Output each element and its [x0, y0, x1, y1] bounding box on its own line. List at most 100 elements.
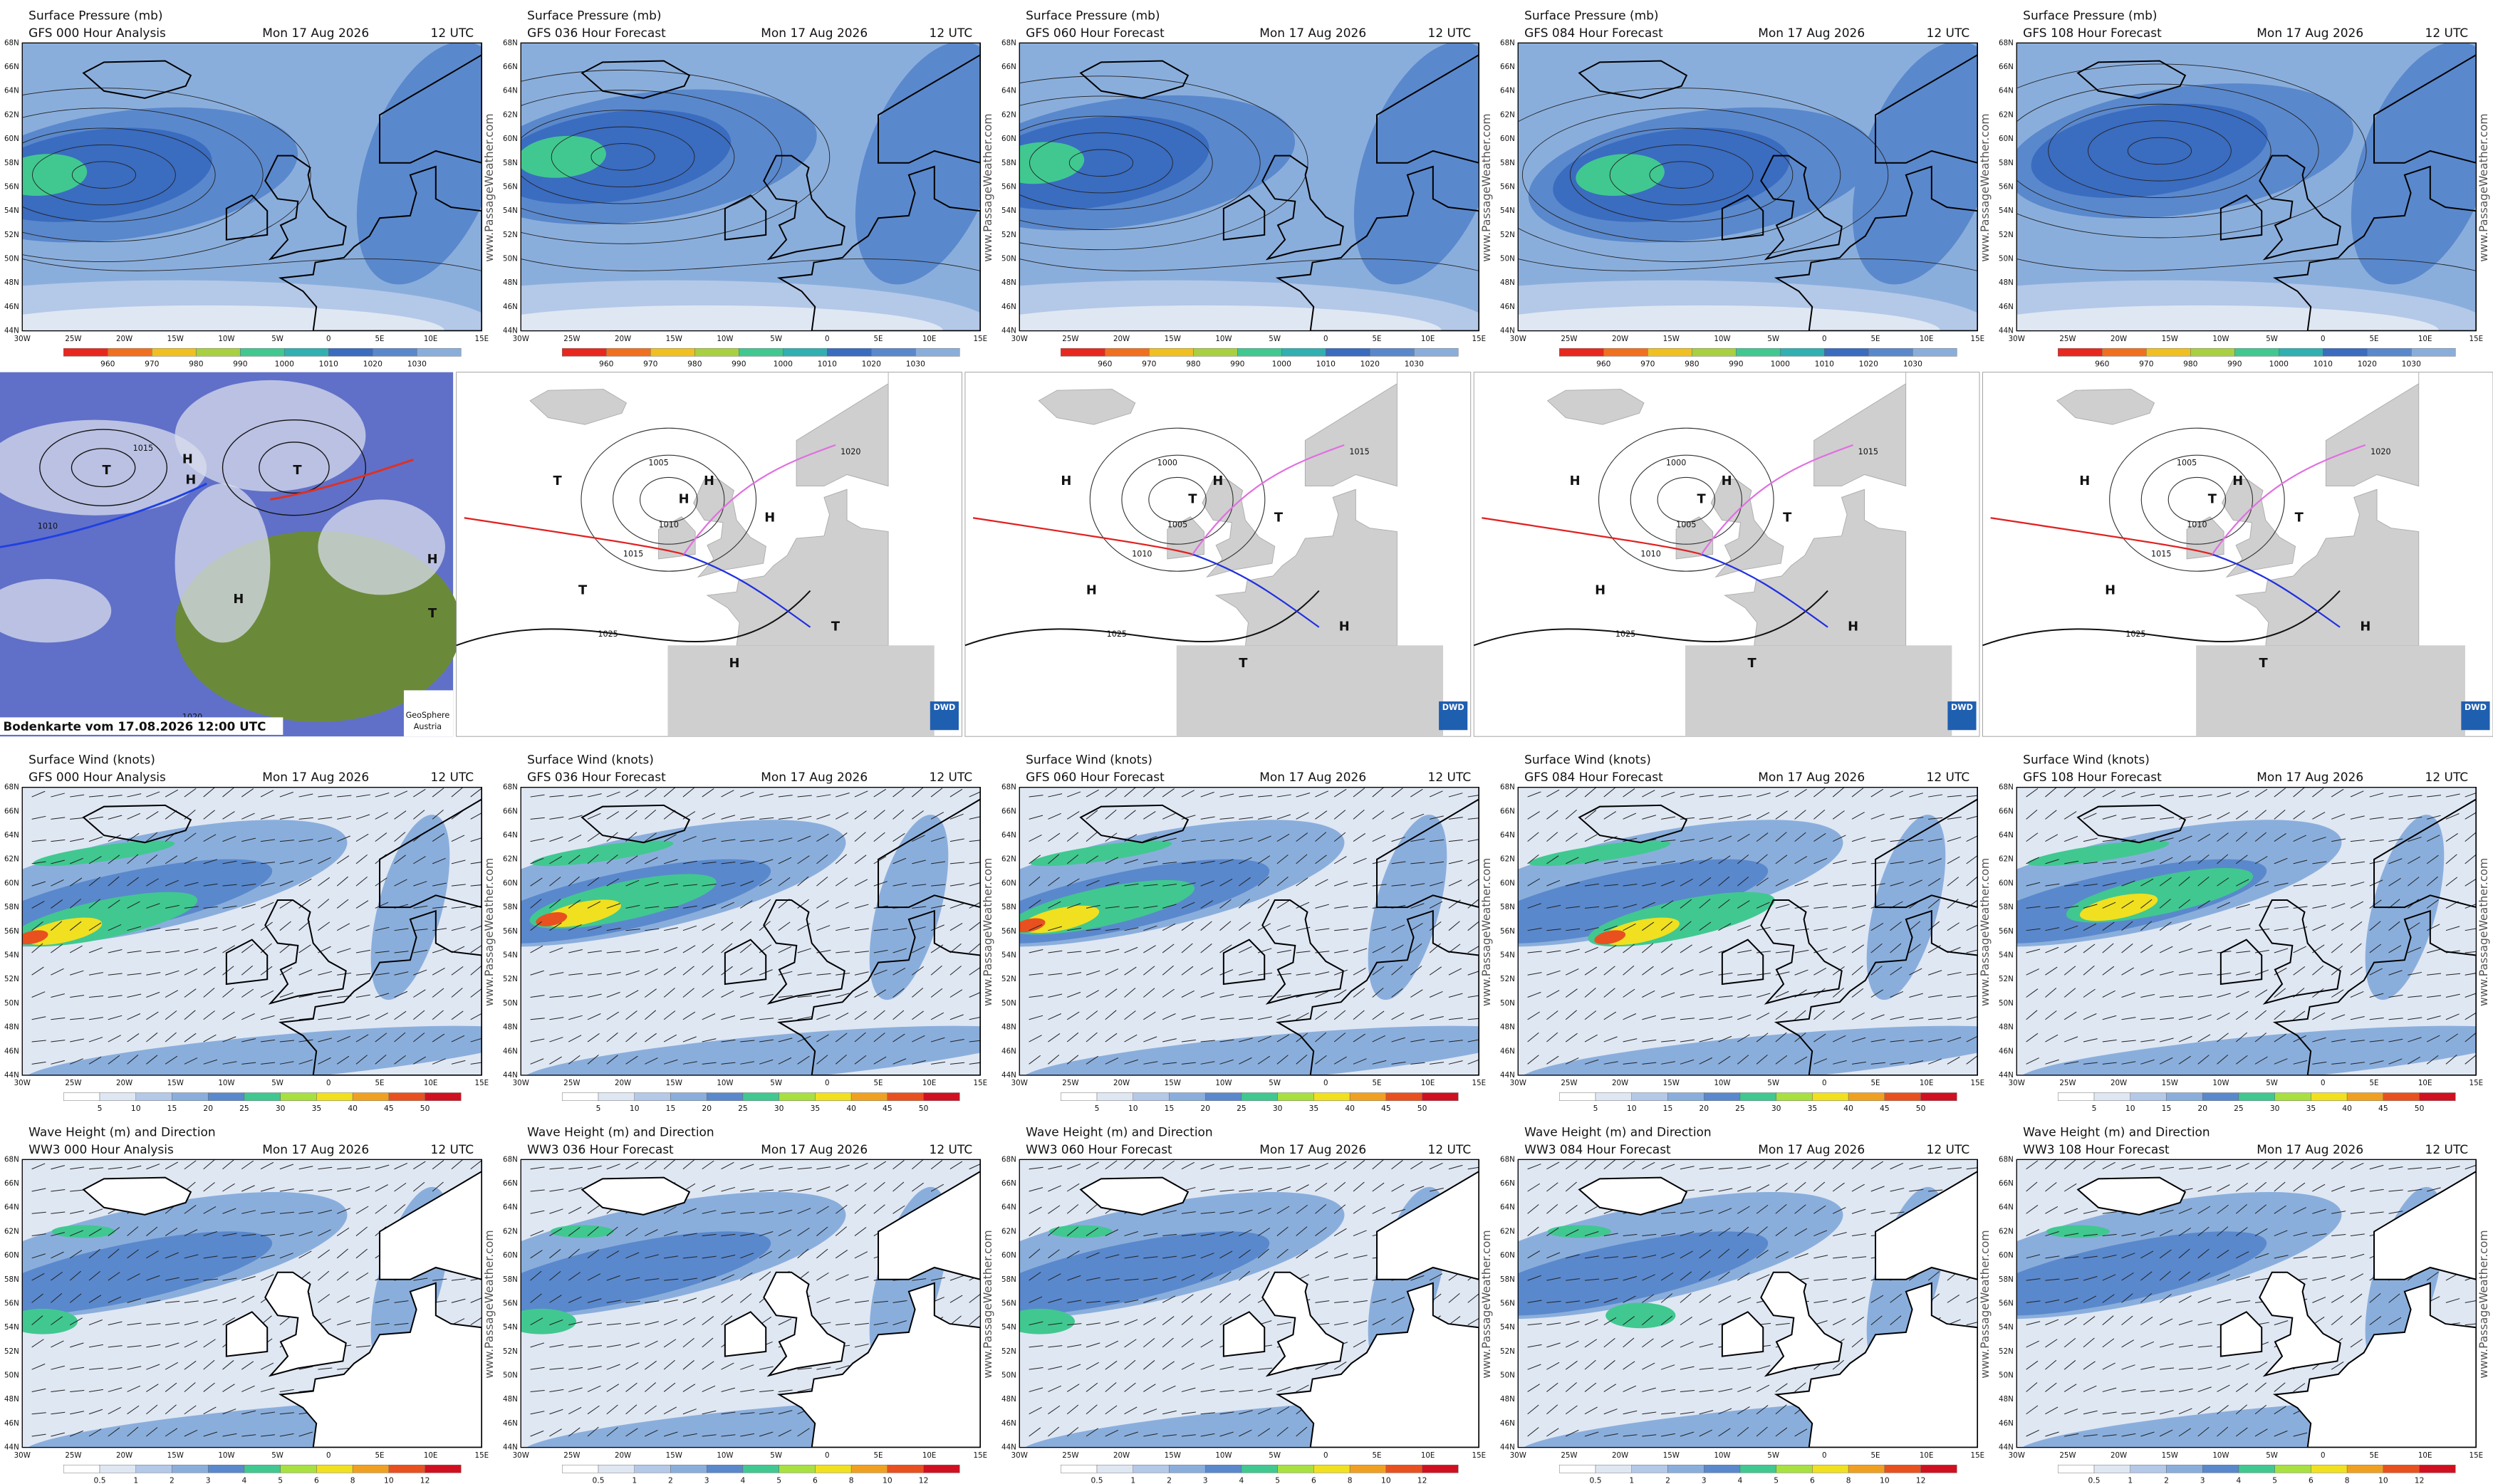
colorbar-segment: [1603, 348, 1648, 357]
direction-arrows: [1029, 787, 1479, 1065]
direction-arrows: [530, 787, 981, 1065]
colorbar-label: 970: [145, 360, 160, 369]
isobar-label: 1015: [1349, 447, 1369, 456]
panel-title: Surface Wind (knots): [1026, 753, 1152, 768]
warm-front: [464, 517, 685, 555]
colorbar-label: 0.5: [2088, 1476, 2101, 1484]
field: [531, 840, 674, 867]
colorbar-segment: [1812, 1092, 1849, 1101]
lat-label: 60N: [1500, 1251, 1515, 1260]
lon-label: 30W: [2009, 1451, 2025, 1460]
isobar: [1029, 132, 1173, 194]
lon-label: 30W: [1011, 335, 1028, 343]
colorbar-segment: [1736, 348, 1781, 357]
isobar: [22, 127, 216, 222]
colorbar-segment: [850, 1092, 888, 1101]
colorbar-segment: [417, 348, 462, 357]
lat-label: 62N: [1999, 855, 2014, 864]
isobar-label: 1015: [1858, 447, 1878, 456]
colorbar-label: 45: [2378, 1104, 2388, 1113]
colorbar-segment: [706, 1464, 744, 1473]
isobar: [71, 161, 137, 189]
lon-label: 15E: [2469, 335, 2484, 343]
coastline: [225, 939, 269, 986]
colorbar-label: 1020: [1360, 360, 1380, 369]
lon-label: 15E: [2469, 1451, 2484, 1460]
colorbar-label: 30: [774, 1104, 784, 1113]
coastline: [225, 194, 269, 241]
lon-label: 20W: [1113, 1079, 1130, 1087]
panel-time: 12 UTC: [1428, 26, 1472, 41]
colorbar-label: 8: [2345, 1476, 2350, 1484]
lat-label: 62N: [4, 855, 19, 864]
lon-label: 5E: [1372, 1079, 1381, 1087]
coastline: [2219, 194, 2263, 241]
lat-label: 52N: [1500, 975, 1515, 983]
field: [2027, 840, 2170, 867]
colorbar-label: 12: [420, 1476, 430, 1484]
lon-label: 5E: [1870, 1451, 1880, 1460]
colorbar-label: 10: [2378, 1476, 2388, 1484]
isobar: [2140, 454, 2254, 545]
colorbar-label: 45: [1880, 1104, 1890, 1113]
lat-label: 66N: [1001, 1179, 1016, 1188]
lon-label: 10E: [1421, 335, 1435, 343]
lat-label: 56N: [503, 927, 518, 936]
field: [2031, 103, 2268, 199]
isobar: [456, 590, 811, 647]
lat-label: 64N: [1999, 831, 2014, 840]
map: [1019, 43, 1479, 331]
watermark: www.PassageWeather.com: [2477, 858, 2490, 1006]
lon-label: 20W: [1612, 335, 1628, 343]
colorbar-label: 50: [1417, 1104, 1427, 1113]
lat-label: 54N: [1001, 951, 1016, 959]
lat-label: 60N: [4, 879, 19, 887]
colorbar-segment: [742, 1092, 779, 1101]
lon-label: 10E: [1920, 335, 1934, 343]
coastline: [1222, 939, 1266, 986]
lat-label: 46N: [1999, 1047, 2014, 1055]
direction-arrows: [31, 787, 482, 1065]
colorbar-label: 1020: [2358, 360, 2377, 369]
colorbar-segment: [1780, 348, 1825, 357]
colorbar-segment: [1703, 1464, 1741, 1473]
colorbar-segment: [388, 1464, 425, 1473]
lat-label: 58N: [1999, 1275, 2014, 1284]
lon-label: 5W: [1269, 1079, 1281, 1087]
lat-label: 44N: [4, 1443, 19, 1452]
lon-label: 25W: [2059, 335, 2076, 343]
coastline: [82, 804, 192, 844]
lon-label: 5W: [1269, 1451, 1281, 1460]
colorbar-label: 2: [1167, 1476, 1172, 1484]
field: [356, 43, 482, 285]
colorbar-segment: [1096, 1092, 1133, 1101]
lat-label: 46N: [503, 1047, 518, 1055]
panel-date: Mon 17 Aug 2026: [2257, 26, 2363, 41]
lat-label: 54N: [4, 1323, 19, 1332]
coastline: [1875, 787, 1978, 909]
colorbar-segment: [1703, 1092, 1741, 1101]
panel-title: Wave Height (m) and Direction: [28, 1125, 216, 1139]
field: [1019, 1231, 1270, 1316]
colorbar-segment: [2311, 1092, 2348, 1101]
lon-label: 5E: [2369, 335, 2378, 343]
pressure-system: H: [1339, 620, 1350, 634]
lat-label: 64N: [1001, 831, 1016, 840]
coastline: [264, 1271, 347, 1377]
colorbar-segment: [815, 1464, 852, 1473]
map-frame: [1019, 786, 1480, 1076]
lat-label: 50N: [1999, 1371, 2014, 1380]
map-frame: [1517, 1159, 1979, 1448]
lat-label: 66N: [503, 63, 518, 71]
lon-label: 0: [1822, 1451, 1827, 1460]
map: [22, 787, 482, 1075]
lat-label: 68N: [1999, 38, 2014, 47]
colorbar-segment: [196, 348, 241, 357]
lat-label: 44N: [4, 327, 19, 335]
land: [658, 516, 696, 560]
watermark: www.PassageWeather.com: [1978, 858, 1992, 1006]
colorbar-label: 4: [242, 1476, 247, 1484]
isobar-label: 1010: [659, 521, 679, 530]
lat-label: 46N: [1001, 1047, 1016, 1055]
colorbar-label: 2: [170, 1476, 175, 1484]
